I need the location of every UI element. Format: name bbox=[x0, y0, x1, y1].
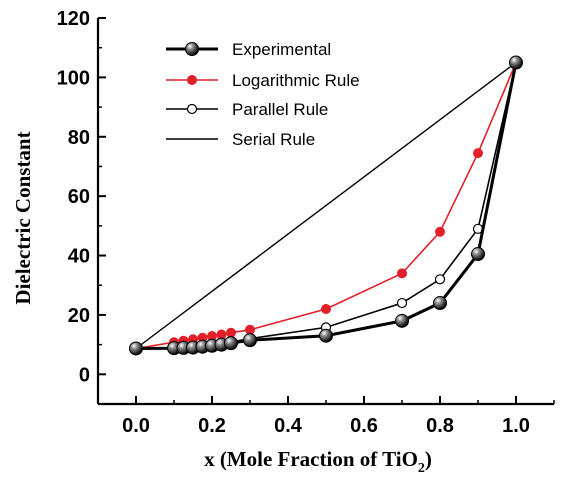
y-tick-label: 120 bbox=[57, 8, 90, 30]
x-axis-title-subscript: 2 bbox=[418, 461, 425, 476]
data-point bbox=[473, 148, 483, 159]
legend-marker bbox=[185, 42, 199, 56]
x-tick-label: 0.0 bbox=[122, 415, 150, 437]
y-axis-title: Dielectric Constant bbox=[11, 131, 35, 304]
data-point bbox=[471, 247, 485, 262]
x-axis-title-main: x (Mole Fraction of TiO bbox=[204, 447, 418, 471]
data-point bbox=[435, 226, 445, 237]
data-point bbox=[395, 313, 409, 328]
data-point bbox=[434, 274, 446, 285]
data-point bbox=[226, 327, 236, 338]
series-line-serial-rule bbox=[135, 61, 517, 350]
legend-label: Parallel Rule bbox=[232, 100, 328, 119]
legend-marker bbox=[187, 75, 197, 85]
data-point bbox=[243, 333, 257, 348]
data-point bbox=[319, 328, 333, 343]
y-tick-label: 0 bbox=[79, 364, 90, 386]
data-point bbox=[224, 336, 238, 351]
data-point bbox=[396, 297, 408, 309]
x-tick-label: 0.4 bbox=[274, 415, 303, 437]
x-tick-label: 0.8 bbox=[426, 415, 454, 437]
x-axis-title-close: ) bbox=[425, 447, 432, 471]
y-tick-label: 40 bbox=[68, 246, 90, 268]
data-point bbox=[245, 324, 255, 335]
data-point bbox=[397, 268, 407, 279]
legend-label: Experimental bbox=[232, 40, 331, 59]
data-point bbox=[433, 296, 447, 311]
x-tick-label: 1.0 bbox=[502, 415, 530, 437]
y-tick-label: 80 bbox=[68, 127, 90, 149]
data-point bbox=[509, 55, 523, 70]
data-point bbox=[321, 303, 331, 314]
legend-label: Serial Rule bbox=[232, 130, 315, 149]
x-axis-title: x (Mole Fraction of TiO2) bbox=[204, 447, 432, 476]
y-tick-label: 60 bbox=[68, 186, 90, 208]
x-tick-label: 0.6 bbox=[350, 415, 378, 437]
data-point bbox=[129, 341, 143, 356]
y-tick-label: 100 bbox=[57, 67, 90, 89]
x-tick-label: 0.2 bbox=[198, 415, 226, 437]
y-tick-label: 20 bbox=[68, 305, 90, 327]
legend-label: Logarithmic Rule bbox=[232, 71, 360, 90]
legend-marker bbox=[186, 103, 198, 115]
